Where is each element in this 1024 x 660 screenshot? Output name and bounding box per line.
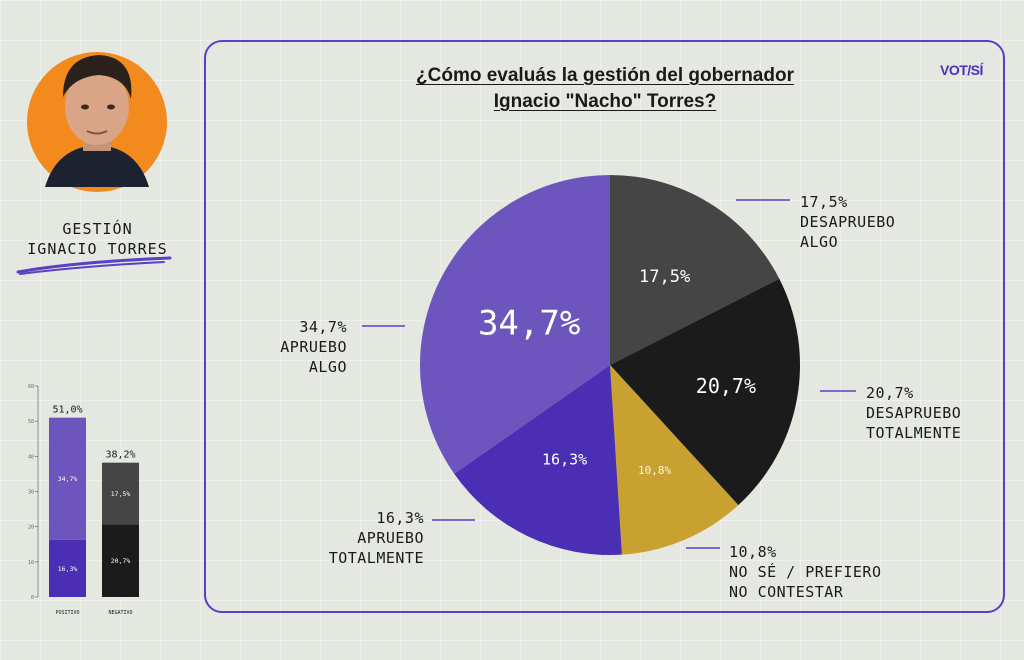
votsi-logo: VOT/SÍ	[940, 62, 983, 78]
y-tick-label: 60	[28, 384, 34, 390]
bar-value-label: 16,3%	[58, 565, 78, 573]
label-no-se-value: 10,8%	[729, 543, 777, 561]
pie-value-apruebo-algo: 34,7%	[478, 304, 580, 344]
label-apruebo-totalmente-line2: TOTALMENTE	[328, 549, 424, 567]
label-apruebo-algo-line2: ALGO	[308, 358, 347, 376]
y-tick-label: 40	[28, 454, 34, 460]
bar-category-label: POSITIVO	[55, 610, 79, 616]
sidebar-title: GESTIÓN IGNACIO TORRES	[10, 219, 185, 259]
label-desapruebo-totalmente-value: 20,7%	[866, 384, 914, 402]
person-silhouette	[45, 55, 149, 187]
panel-title-line1: ¿Cómo evaluás la gestión del gobernador	[416, 65, 794, 86]
brush-underline	[16, 256, 172, 275]
survey-panel	[204, 40, 1005, 613]
label-apruebo-totalmente: 16,3% APRUEBO TOTALMENTE	[300, 508, 424, 568]
bar-category-label: NEGATIVO	[108, 610, 132, 616]
pie-value-desapruebo-totalmente: 20,7%	[696, 374, 756, 398]
pie-slice-no-se	[610, 365, 739, 555]
pie-value-no-se: 10,8%	[638, 464, 671, 477]
sidebar-title-line1: GESTIÓN	[62, 220, 133, 238]
pie-slice-apruebo-totalmente	[454, 365, 622, 555]
label-desapruebo-algo-value: 17,5%	[800, 193, 848, 211]
label-apruebo-totalmente-line1: APRUEBO	[357, 529, 424, 547]
stacked-bar-chart: 0 10 20 30 40 50 60 16,3% 34,7% 51,0% POSITIVO 20,7…	[28, 384, 139, 616]
y-tick-label: 20	[28, 525, 34, 531]
pie-slice-desapruebo-totalmente	[610, 278, 801, 506]
bar-value-label: 34,7%	[58, 475, 78, 483]
label-apruebo-totalmente-value: 16,3%	[376, 509, 424, 527]
label-no-se-line1: NO SÉ / PREFIERO	[729, 563, 882, 581]
bar-value-label: 17,5%	[111, 490, 131, 498]
pie-value-desapruebo-algo: 17,5%	[639, 267, 690, 287]
panel-title: ¿Cómo evaluás la gestión del gobernador …	[370, 63, 840, 115]
y-tick-label: 10	[28, 560, 34, 566]
label-apruebo-algo: 34,7% APRUEBO ALGO	[250, 317, 347, 377]
label-no-se: 10,8% NO SÉ / PREFIERO NO CONTESTAR	[729, 542, 882, 602]
governor-avatar	[27, 52, 167, 192]
label-desapruebo-algo: 17,5% DESAPRUEBO ALGO	[800, 192, 895, 252]
y-tick-label: 0	[31, 595, 34, 601]
pie-slice-apruebo-algo	[420, 175, 610, 474]
label-desapruebo-totalmente-line2: TOTALMENTE	[866, 424, 962, 442]
sidebar-title-line2: IGNACIO TORRES	[27, 240, 168, 258]
label-no-se-line2: NO CONTESTAR	[729, 583, 844, 601]
label-desapruebo-algo-line1: DESAPRUEBO	[800, 213, 896, 231]
pie-value-apruebo-totalmente: 16,3%	[542, 450, 587, 468]
bar-segment-positivo-0	[49, 539, 86, 597]
bar-segment-positivo-1	[49, 417, 86, 540]
bar-segment-negativo-1	[102, 462, 139, 525]
bar-total-label: 38,2%	[105, 450, 135, 461]
label-apruebo-algo-value: 34,7%	[299, 318, 347, 336]
label-desapruebo-algo-line2: ALGO	[800, 233, 839, 251]
label-apruebo-algo-line1: APRUEBO	[280, 338, 347, 356]
bar-total-label: 51,0%	[52, 405, 82, 416]
label-desapruebo-totalmente-line1: DESAPRUEBO	[866, 404, 962, 422]
y-tick-label: 30	[28, 490, 34, 496]
bar-segment-negativo-0	[102, 524, 139, 597]
label-desapruebo-totalmente: 20,7% DESAPRUEBO TOTALMENTE	[866, 383, 961, 443]
pie-slice-desapruebo-algo	[610, 175, 780, 365]
bar-value-label: 20,7%	[111, 557, 131, 565]
panel-title-line2: Ignacio "Nacho" Torres?	[493, 91, 717, 112]
y-tick-label: 50	[28, 419, 34, 425]
